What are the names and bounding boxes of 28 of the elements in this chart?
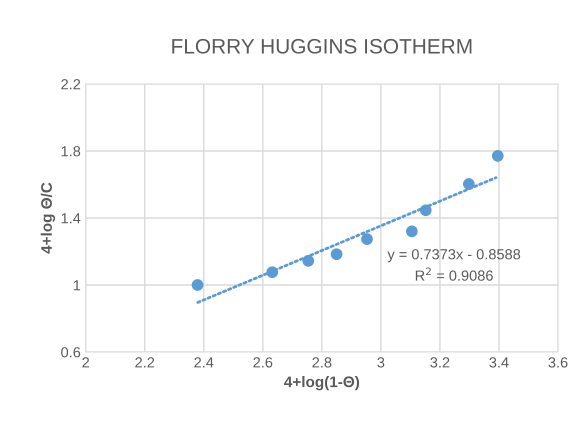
point (361, 233, 373, 245)
point (302, 255, 314, 267)
y-tick-label: 2.2 (61, 79, 80, 90)
point (406, 226, 418, 238)
x-tick-label: 2 (82, 357, 90, 368)
point (463, 178, 475, 190)
x-tick-label: 3.4 (489, 357, 509, 368)
annotation: y = 0.7373x - 0.8588 (387, 249, 520, 262)
y-tick-label: 1.4 (62, 213, 80, 224)
point (330, 248, 342, 260)
x-axis-title: 4+log(1-Θ) (284, 376, 360, 390)
point (266, 266, 278, 278)
y-axis-title: 4+log Θ/C (40, 182, 56, 254)
x-tick-label: 2.4 (194, 357, 214, 368)
point (192, 279, 204, 291)
x-tick-label: 2.6 (253, 357, 272, 368)
x-tick-label: 3 (377, 357, 384, 368)
x-tick-label: 2.8 (312, 357, 332, 368)
x-tick-label: 2.2 (135, 357, 154, 368)
y-tick-label: 1.8 (62, 146, 80, 156)
x-tick-label: 3.2 (430, 357, 450, 368)
x-tick-label: 3.6 (548, 357, 568, 368)
point (420, 204, 432, 216)
y-tick-label: 0.6 (61, 347, 80, 358)
chart-title: FLORRY HUGGINS ISOTHERM (172, 38, 472, 54)
y-tick-label: 1 (74, 280, 80, 290)
annotation: R$^{2}$ = 0.9086 (416, 267, 493, 281)
point (492, 150, 504, 162)
